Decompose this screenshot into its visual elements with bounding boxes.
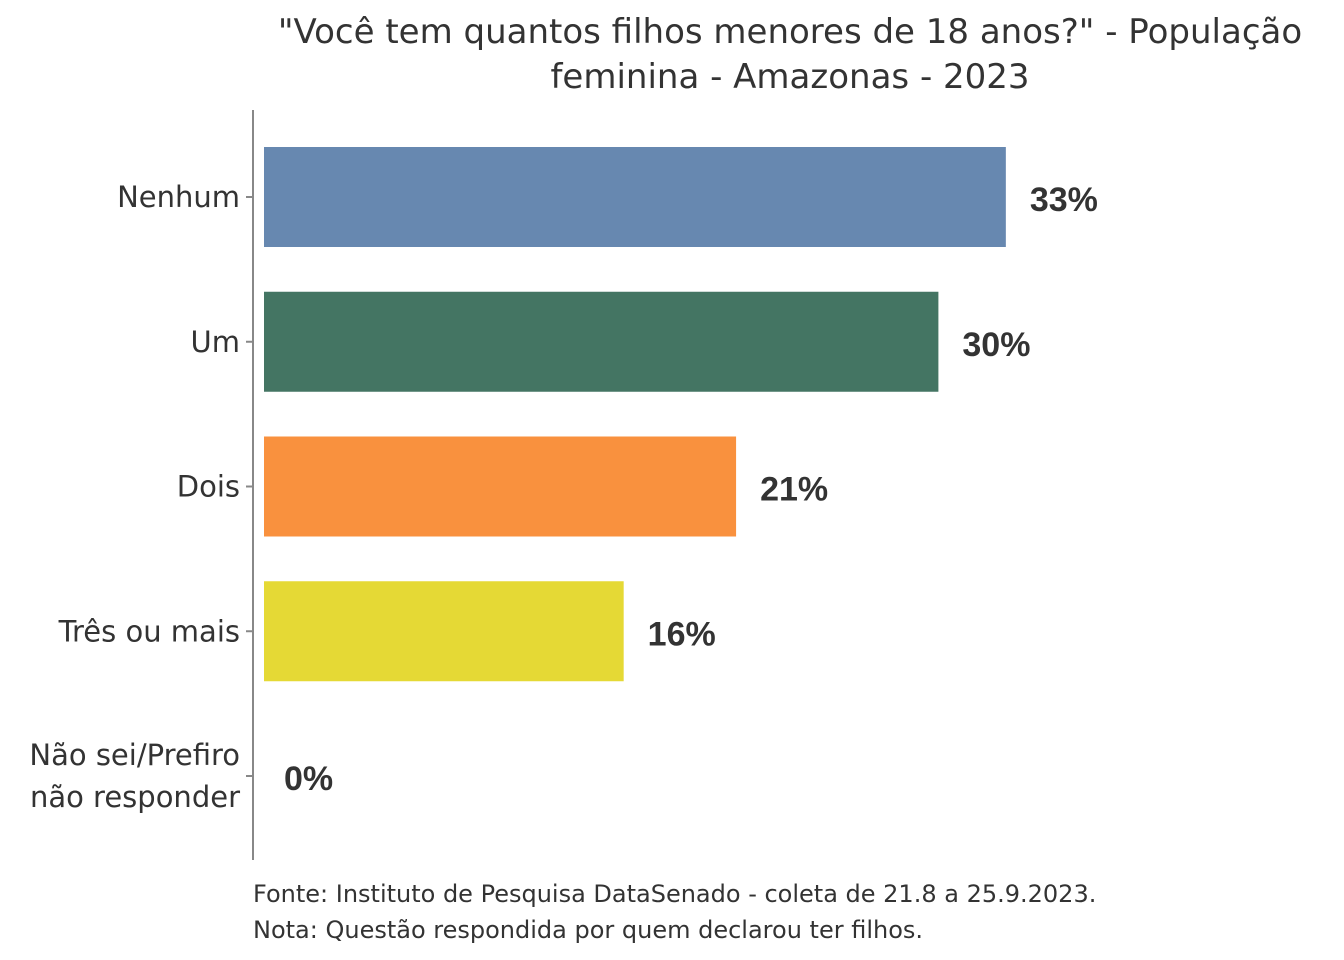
category-label: Nenhum <box>117 180 240 214</box>
value-label: 30% <box>962 326 1030 364</box>
bars-group: Nenhum 33% Um 30% Dois 21% Três ou mais 16% Não … <box>29 147 1098 814</box>
value-label: 0% <box>284 760 333 798</box>
category-label: Não sei/Prefiro <box>29 738 240 772</box>
value-label: 21% <box>760 471 828 509</box>
bar <box>264 581 624 682</box>
bar <box>264 291 939 392</box>
bar <box>264 436 737 537</box>
bar <box>264 147 1006 247</box>
category-label: Um <box>191 325 240 359</box>
source-note: Fonte: Instituto de Pesquisa DataSenado … <box>253 880 1096 908</box>
footnote: Nota: Questão respondida por quem declar… <box>253 916 923 944</box>
category-label: Três ou mais <box>58 614 240 648</box>
chart-title-line-2: feminina - Amazonas - 2023 <box>550 57 1029 97</box>
chart-title-line-1: "Você tem quantos filhos menores de 18 a… <box>278 12 1302 52</box>
value-label: 33% <box>1030 181 1098 219</box>
category-label: Dois <box>177 470 240 504</box>
value-label: 16% <box>648 615 716 653</box>
category-label: não responder <box>30 780 240 814</box>
